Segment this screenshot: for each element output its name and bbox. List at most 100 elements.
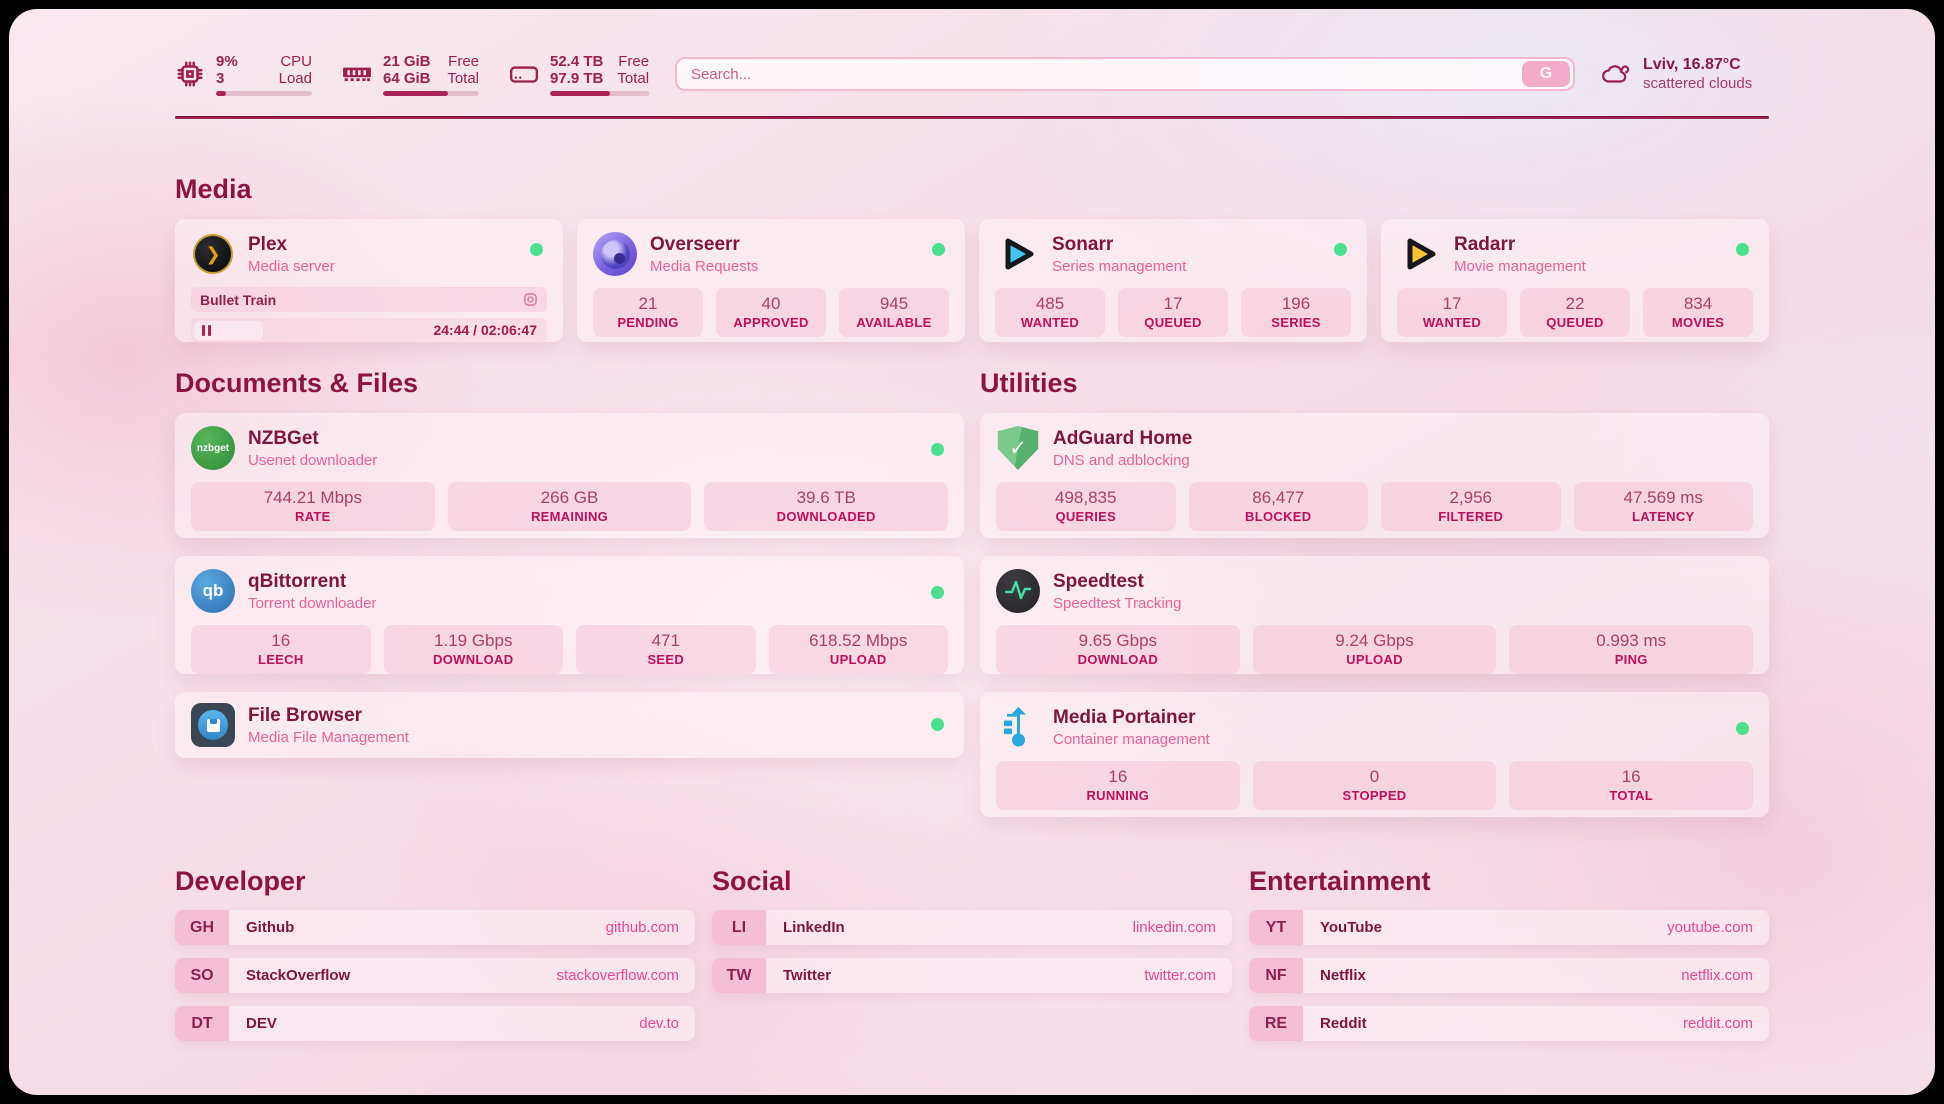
storage-progress-bar [550,90,650,96]
stat-tile: 17 QUEUED [1118,288,1228,337]
app-name: Media Portainer [1053,706,1196,728]
social-section-title: Social [712,866,792,896]
app-card-portainer[interactable]: Media Portainer Container management 16 R… [980,692,1769,817]
documents-section-title: Documents & Files [175,368,419,398]
bookmark-stackoverflow[interactable]: SO StackOverflow stackoverflow.com [175,958,695,993]
bookmark-url: twitter.com [1144,967,1216,984]
bookmark-name: Twitter [783,967,832,984]
stat-tile: 17 WANTED [1397,288,1507,337]
app-card-speedtest[interactable]: Speedtest Speedtest Tracking 9.65 Gbps DO… [980,556,1769,674]
bookmark-url: github.com [605,919,679,936]
status-dot [530,243,543,256]
stat-tile: 618.52 Mbps UPLOAD [768,625,948,674]
stat-tile: 2,956 FILTERED [1381,482,1561,531]
stat-tile: 834 MOVIES [1643,288,1753,337]
search-input[interactable] [691,65,1522,83]
dashboard: 9% 3 CPU Load [9,9,1935,1095]
stat-tile: 744.21 Mbps RATE [191,482,435,531]
top-bar: 9% 3 CPU Load [175,47,1769,101]
hard-drive-icon [509,59,539,89]
status-dot [1334,243,1347,256]
pause-icon [202,325,205,336]
plex-icon: ❯ [191,232,235,276]
now-playing-title: Bullet Train [200,291,277,308]
stat-tile: 40 APPROVED [716,288,826,337]
cpu-chip-icon [175,59,205,89]
bookmark-youtube[interactable]: YT YouTube youtube.com [1249,910,1769,945]
section-entertainment: Entertainment YT YouTube youtube.com NF … [1249,866,1769,1041]
app-name: File Browser [248,704,363,726]
section-developer: Developer GH Github github.com SO StackO… [175,866,695,1041]
app-card-plex[interactable]: ❯ Plex Media server Bullet Train [175,219,563,343]
ram-icon [342,59,372,89]
bookmark-abbr: GH [175,910,229,945]
app-card-filebrowser[interactable]: File Browser Media File Management [175,692,964,758]
bookmark-name: LinkedIn [783,919,845,936]
search-engine-button[interactable]: G [1522,61,1570,87]
app-name: Plex [248,233,288,255]
app-card-sonarr[interactable]: Sonarr Series management 485 WANTED 17 QUE… [979,219,1367,342]
stat-tile: 266 GB REMAINING [447,482,692,531]
app-card-adguard[interactable]: ✓ AdGuard Home DNS and adblocking 498,83… [980,413,1769,538]
memory-progress-bar [383,90,479,96]
storage-free-label: Free [618,52,650,70]
now-playing-row: Bullet Train [191,287,547,312]
playback-progress-bar: 24:44 / 02:06:47 [191,318,547,343]
search-bar: G [675,57,1575,91]
memory-free-label: Free [448,52,479,70]
app-name: AdGuard Home [1053,427,1193,449]
memory-total-value: 64 GiB [383,69,431,87]
storage-free-value: 52.4 TB [550,52,604,70]
app-name: Overseerr [650,233,740,255]
speedtest-pulse-icon [996,569,1040,613]
app-name: Radarr [1454,233,1516,255]
system-widgets: 9% 3 CPU Load [175,52,650,96]
app-card-nzbget[interactable]: nzbget NZBGet Usenet downloader 744.21 M… [175,413,964,538]
cpu-percent: 9% [216,52,238,70]
bookmark-github[interactable]: GH Github github.com [175,910,695,945]
bookmark-name: YouTube [1320,919,1382,936]
cpu-progress-bar [216,90,312,96]
memory-total-label: Total [447,69,479,87]
cpu-label: CPU [280,52,312,70]
status-dot [931,443,944,456]
bookmark-abbr: RE [1249,1006,1303,1041]
bookmark-name: Netflix [1320,967,1366,984]
bookmark-twitter[interactable]: TW Twitter twitter.com [712,958,1232,993]
app-subtitle: Torrent downloader [248,594,377,612]
app-card-qbittorrent[interactable]: qb qBittorrent Torrent downloader 16 LEEC… [175,556,964,674]
bookmark-url: youtube.com [1667,919,1753,936]
bookmark-name: StackOverflow [246,967,351,984]
cpu-widget: 9% 3 CPU Load [175,53,312,96]
bookmark-netflix[interactable]: NF Netflix netflix.com [1249,958,1769,993]
app-card-radarr[interactable]: Radarr Movie management 17 WANTED 22 QUEUE… [1381,219,1769,342]
stat-tile: 1.19 Gbps DOWNLOAD [383,625,563,674]
bookmark-dev[interactable]: DT DEV dev.to [175,1006,695,1041]
storage-widget: 52.4 TB 97.9 TB Free Total [509,52,650,96]
storage-total-value: 97.9 TB [550,69,604,87]
adguard-shield-icon: ✓ [996,426,1040,470]
media-section-title: Media [175,174,252,204]
radarr-icon [1397,232,1441,276]
bookmark-url: dev.to [639,1015,679,1032]
bookmark-name: Github [246,919,295,936]
stat-tile: 22 QUEUED [1520,288,1630,337]
bookmark-reddit[interactable]: RE Reddit reddit.com [1249,1006,1769,1041]
bookmark-abbr: YT [1249,910,1303,945]
stat-tile: 498,835 QUERIES [996,482,1176,531]
status-dot [1736,722,1749,735]
overseerr-icon [593,232,637,276]
memory-free-value: 21 GiB [383,52,431,70]
stat-tile: 9.24 Gbps UPLOAD [1252,625,1497,674]
bookmark-abbr: LI [712,910,766,945]
app-subtitle: Speedtest Tracking [1053,594,1182,612]
app-subtitle: Media File Management [248,728,409,746]
app-subtitle: Series management [1052,257,1187,275]
bookmark-url: linkedin.com [1132,919,1216,936]
status-dot [1736,243,1749,256]
bookmark-linkedin[interactable]: LI LinkedIn linkedin.com [712,910,1232,945]
app-card-overseerr[interactable]: Overseerr Media Requests 21 PENDING 40 APP… [577,219,965,342]
app-subtitle: DNS and adblocking [1053,451,1190,469]
section-utilities: Utilities ✓ AdGuard Home DNS and adblock… [980,368,1769,817]
weather-location: Lviv, 16.87°C [1643,56,1741,73]
